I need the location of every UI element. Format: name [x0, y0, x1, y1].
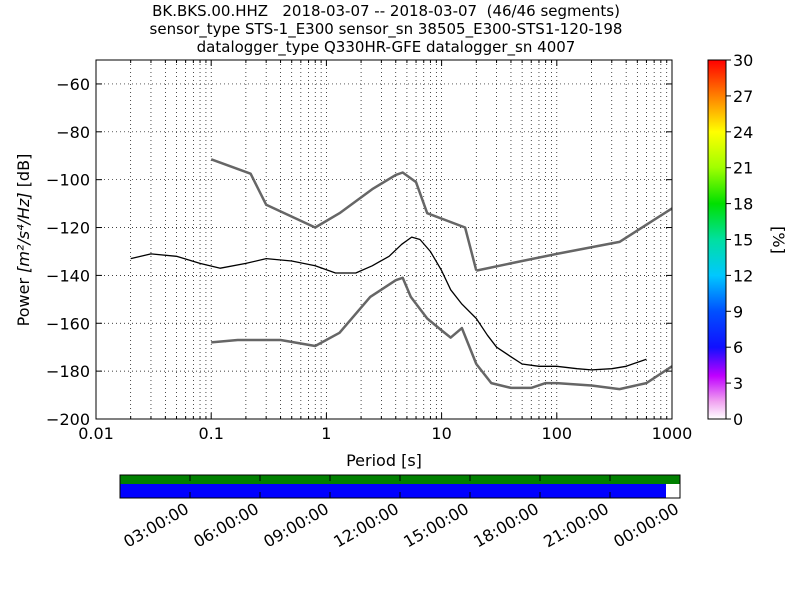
timeline-tick-label: 21:00:00 — [540, 499, 612, 551]
grid — [96, 60, 672, 419]
y-axis-label: Power [m²/s⁴/Hz] [dB] — [14, 154, 33, 327]
y-tick-label: −120 — [46, 219, 90, 238]
timeline-tick-label: 09:00:00 — [260, 499, 332, 551]
colorbar-tick-label: 6 — [733, 338, 743, 357]
noise-model-line — [211, 276, 672, 391]
time-coverage-bar: 03:00:0006:00:0009:00:0012:00:0015:00:00… — [119, 474, 682, 551]
x-tick-label: 0.1 — [198, 424, 223, 443]
y-axis-label-suffix: [dB] — [14, 154, 33, 193]
chart-title-line-2: sensor_type STS-1_E300 sensor_sn 38505_E… — [149, 20, 623, 38]
x-tick-label: 100 — [542, 424, 573, 443]
x-axis-label: Period [s] — [346, 451, 422, 470]
colorbar-tick-label: 18 — [733, 195, 753, 214]
x-tick-label: 1 — [321, 424, 331, 443]
colorbar: 0 3 6 9 12 15 18 21 24 27 30 [%] — [707, 51, 788, 429]
colorbar-tick-label: 30 — [733, 51, 753, 70]
colorbar-tick-label: 21 — [733, 159, 753, 178]
x-tick-label: 10 — [431, 424, 451, 443]
colorbar-tick-label: 24 — [733, 123, 753, 142]
colorbar-tick-label: 15 — [733, 231, 753, 250]
colorbar-tick-label: 27 — [733, 87, 753, 106]
x-tick-label: 0.01 — [78, 424, 114, 443]
colorbar-tick-label: 12 — [733, 266, 753, 285]
y-tick-label: −60 — [56, 75, 90, 94]
timeline-tick-label: 00:00:00 — [610, 499, 682, 551]
y-axis-label-units: [m²/s⁴/Hz] — [14, 192, 33, 272]
y-tick-label: −100 — [46, 171, 90, 190]
y-tick-label: −160 — [46, 314, 90, 333]
colorbar-tick-label: 0 — [733, 410, 743, 429]
y-tick-label: −200 — [46, 410, 90, 429]
y-axis-label-prefix: Power — [14, 273, 33, 326]
timeline-tick-label: 03:00:00 — [120, 499, 192, 551]
y-tick-label: −140 — [46, 266, 90, 285]
timeline-tick-label: 06:00:00 — [190, 499, 262, 551]
chart-title-line-3: datalogger_type Q330HR-GFE datalogger_sn… — [196, 38, 576, 56]
noise-model-lines — [130, 158, 672, 391]
colorbar-tick-label: 9 — [733, 302, 743, 321]
timeline-tick-label: 18:00:00 — [470, 499, 542, 551]
timeline-tick-label: 15:00:00 — [400, 499, 472, 551]
colorbar-gradient — [707, 59, 727, 420]
x-tick-label: 1000 — [652, 424, 693, 443]
data-availability-bar — [120, 484, 666, 498]
chart-title-line-1: BK.BKS.00.HHZ 2018-03-07 -- 2018-03-07 (… — [152, 2, 620, 20]
y-tick-label: −180 — [46, 362, 90, 381]
noise-model-line — [210, 158, 478, 271]
colorbar-tick-label: 3 — [733, 374, 743, 393]
colorbar-label: [%] — [769, 226, 788, 254]
timeline-tick-label: 12:00:00 — [330, 499, 402, 551]
plot-frame — [95, 59, 673, 420]
y-tick-label: −80 — [56, 123, 90, 142]
mode-line — [130, 236, 647, 371]
axes: 0.01 0.1 1 10 100 1000 −60 −80 −100 −120 −140 −160 −… — [46, 60, 692, 443]
noise-model-line — [476, 207, 672, 272]
